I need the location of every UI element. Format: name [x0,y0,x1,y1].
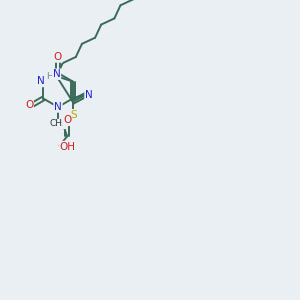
Text: N: N [53,69,60,79]
Text: O: O [63,115,71,125]
Text: O: O [25,100,33,110]
Text: N: N [38,76,45,86]
Text: O: O [54,52,62,62]
Text: N: N [85,90,93,100]
Text: OH: OH [59,142,76,152]
Text: S: S [70,110,77,120]
Text: H: H [46,72,53,81]
Text: CH₃: CH₃ [50,119,66,128]
Text: N: N [54,102,62,112]
